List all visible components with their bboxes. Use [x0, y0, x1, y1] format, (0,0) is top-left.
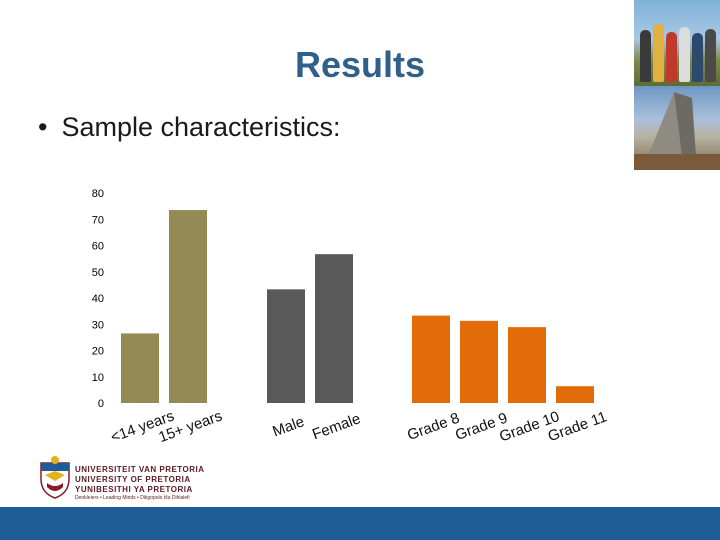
bullet-dot-icon: •: [38, 112, 48, 142]
university-tagline: Denkleiers • Leading Minds • Dikgopolo t…: [75, 495, 190, 501]
bars: [121, 210, 594, 403]
x-category-label: Male: [270, 413, 306, 440]
bullet-sample-characteristics: • Sample characteristics:: [38, 112, 341, 143]
slide-title: Results: [294, 44, 426, 85]
person-figure: [666, 32, 677, 82]
y-tick-label: 0: [98, 398, 104, 410]
bar: [412, 315, 450, 403]
bar: [267, 289, 305, 403]
campus-building-photo: [634, 86, 720, 170]
university-name-line-2: UNIVERSITY OF PRETORIA: [75, 475, 191, 484]
bar: [460, 320, 498, 403]
person-figure: [679, 27, 690, 82]
y-tick-label: 30: [92, 319, 104, 331]
person-figure: [653, 24, 664, 82]
footer-bar: [0, 507, 720, 540]
university-name-line-1: UNIVERSITEIT VAN PRETORIA: [75, 465, 205, 474]
university-name-line-3: YUNIBESITHI YA PRETORIA: [75, 485, 193, 494]
y-tick-label: 20: [92, 346, 104, 358]
y-tick-label: 80: [92, 188, 104, 200]
bullet-text: Sample characteristics:: [61, 112, 341, 142]
person-figure: [705, 29, 716, 82]
university-crest-icon: [40, 456, 70, 499]
bar: [121, 333, 159, 403]
y-tick-label: 60: [92, 241, 104, 253]
y-tick-label: 10: [92, 372, 104, 384]
person-figure: [640, 30, 651, 82]
bar: [508, 327, 546, 403]
bar: [315, 254, 353, 403]
bar: [169, 210, 207, 403]
x-category-label: Female: [310, 410, 363, 443]
person-figure: [692, 33, 703, 82]
x-category-label: Grade 8: [405, 410, 462, 445]
bar: [556, 386, 594, 403]
university-name: UNIVERSITEIT VAN PRETORIA UNIVERSITY OF …: [75, 465, 205, 495]
y-tick-label: 40: [92, 293, 104, 305]
y-axis: 0 10 20 30 40 50 60 70 80: [92, 188, 104, 410]
y-tick-label: 70: [92, 214, 104, 226]
building-shape: [634, 92, 720, 170]
students-photo: [634, 0, 720, 86]
y-tick-label: 50: [92, 267, 104, 279]
